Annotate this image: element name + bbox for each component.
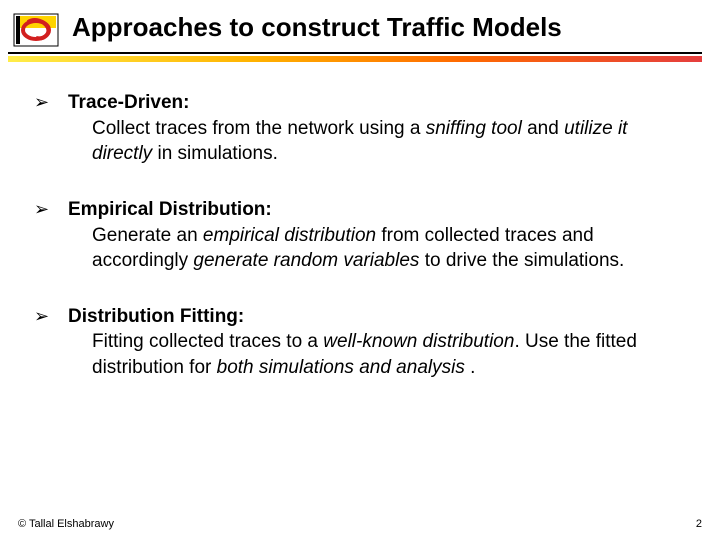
bullet-heading: Empirical Distribution:: [68, 199, 272, 220]
bullet-body: Trace-Driven: Collect traces from the net…: [68, 90, 686, 167]
copyright-text: © Tallal Elshabrawy: [18, 518, 114, 530]
slide-content: ➢Trace-Driven:Collect traces from the ne…: [0, 62, 720, 381]
title-underline: [8, 52, 702, 54]
slide-footer: © Tallal Elshabrawy 2: [18, 518, 702, 530]
logo-icon: [8, 8, 64, 52]
bullet-item: ➢Trace-Driven: Collect traces from the ne…: [34, 90, 686, 167]
bullet-item: ➢Distribution Fitting:Fitting collected …: [34, 304, 686, 381]
bullet-body: Empirical Distribution: Generate an empir…: [68, 197, 686, 274]
bullet-marker-icon: ➢: [34, 304, 68, 381]
slide-title: Approaches to construct Traffic Models: [72, 12, 720, 49]
bullet-description: Fitting collected traces to a well-known…: [68, 329, 686, 380]
bullet-marker-icon: ➢: [34, 90, 68, 167]
title-block: Approaches to construct Traffic Models: [64, 8, 720, 49]
bullet-heading: Trace-Driven:: [68, 92, 189, 113]
bullet-description: Generate an empirical distribution from …: [68, 223, 686, 274]
bullet-item: ➢Empirical Distribution: Generate an empi…: [34, 197, 686, 274]
page-number: 2: [696, 518, 702, 530]
bullet-description: Collect traces from the network using a …: [68, 116, 686, 167]
bullet-heading: Distribution Fitting:: [68, 306, 244, 327]
slide-header: Approaches to construct Traffic Models: [0, 0, 720, 52]
bullet-marker-icon: ➢: [34, 197, 68, 274]
bullet-body: Distribution Fitting:Fitting collected t…: [68, 304, 686, 381]
